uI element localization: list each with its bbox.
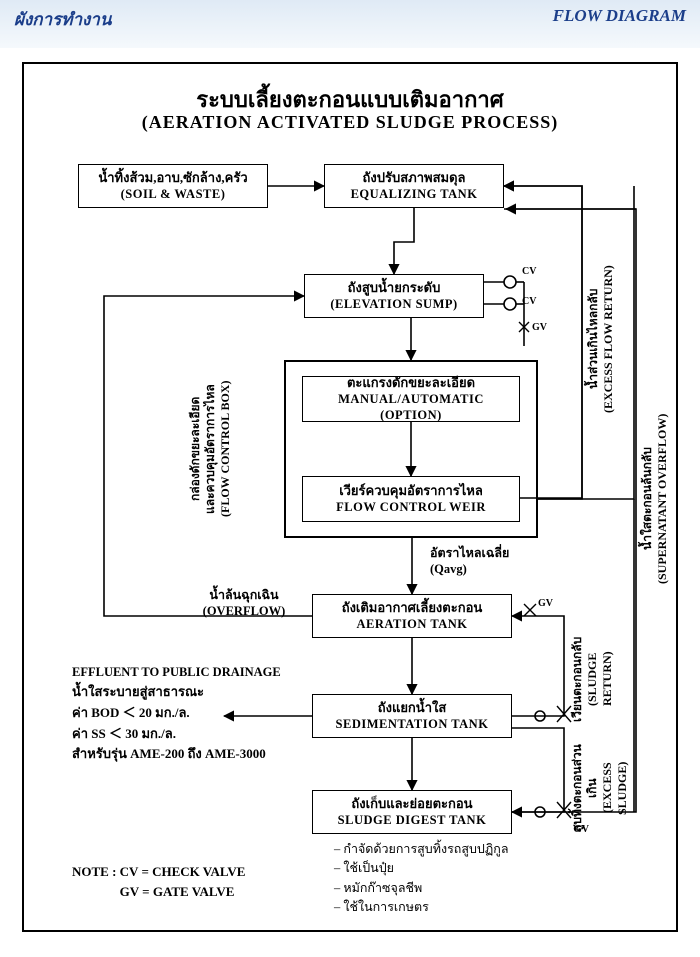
fcb-en: (FLOW CONTROL BOX) [218, 381, 232, 517]
note-block: NOTE : CV = CHECK VALVE NOTE : GV = GATE… [72, 862, 332, 901]
title-english: (AERATION ACTIVATED SLUDGE PROCESS) [24, 112, 676, 133]
node-sludge-digest-tank: ถังเก็บและย่อยตะกอน SLUDGE DIGEST TANK [312, 790, 512, 834]
disp-4: – ใช้ในการเกษตร [334, 898, 654, 917]
node-sed-en: SEDIMENTATION TANK [336, 716, 489, 732]
node-equalizing-tank: ถังปรับสภาพสมดุล EQUALIZING TANK [324, 164, 504, 208]
label-flow-control-box: กล่องดักขยะละเอียด และควบคุมอัตราการไหล … [188, 364, 233, 534]
label-excess-flow-return: น้ำส่วนเกินไหลกลับ (EXCESS FLOW RETURN) [586, 244, 616, 434]
node-manual-th: ตะแกรงดักขยะละเอียด [347, 375, 475, 392]
node-flow-control-weir: เวียร์ควบคุมอัตราการไหล FLOW CONTROL WEI… [302, 476, 520, 522]
qavg-en: (Qavg) [430, 562, 467, 576]
node-aeration-tank: ถังเติมอากาศเลี้ยงตะกอน AERATION TANK [312, 594, 512, 638]
sr-th: เวียนตะกอนกลับ [570, 636, 584, 721]
so-en: (SUPERNATANT OVERFLOW) [655, 414, 669, 584]
node-sedimentation-tank: ถังแยกน้ำใส SEDIMENTATION TANK [312, 694, 512, 738]
efr-en: (EXCESS FLOW RETURN) [601, 265, 615, 413]
node-aeration-en: AERATION TANK [356, 616, 467, 632]
fcb-th1: กล่องดักขยะละเอียด [188, 397, 202, 501]
node-weir-en: FLOW CONTROL WEIR [336, 499, 486, 515]
cv-label-2: CV [522, 296, 536, 307]
node-digest-th: ถังเก็บและย่อยตะกอน [351, 796, 472, 813]
node-digest-en: SLUDGE DIGEST TANK [338, 812, 487, 828]
so-th: น้ำใสตะกอนล้นกลับ [640, 448, 654, 551]
node-equalizing-en: EQUALIZING TANK [351, 186, 478, 202]
node-elev-th: ถังสูบน้ำยกระดับ [348, 280, 441, 297]
es-en: (EXCESS SLUDGE) [600, 761, 629, 814]
eff-line1: EFFLUENT TO PUBLIC DRAINAGE [72, 662, 322, 682]
disposal-notes: – กำจัดด้วยการสูบทิ้งรถสูบปฏิกูล – ใช้เป… [334, 840, 654, 918]
header-right: FLOW DIAGRAM [553, 6, 686, 26]
eff-line2: น้ำใสระบายสู่สาธารณะ [72, 682, 322, 703]
note-cv: CV = CHECK VALVE [120, 864, 246, 879]
label-sludge-return: เวียนตะกอนกลับ (SLUDGE RETURN) [570, 624, 615, 734]
sr-en: (SLUDGE RETURN) [585, 652, 614, 707]
diagram-board: ระบบเลี้ยงตะกอนแบบเติมอากาศ (AERATION AC… [22, 62, 678, 932]
node-manual-en: MANUAL/AUTOMATIC (OPTION) [307, 391, 515, 423]
eff-line5: สำหรับรุ่น AME-200 ถึง AME-3000 [72, 744, 322, 765]
disp-3: – หมักก๊าซจุลชีพ [334, 879, 654, 898]
disp-1: – กำจัดด้วยการสูบทิ้งรถสูบปฏิกูล [334, 840, 654, 859]
disp-2: – ใช้เป็นปุ๋ย [334, 859, 654, 878]
eff-line4: ค่า SS ＜ 30 มก./ล. [72, 724, 322, 745]
overflow-th: น้ำล้นฉุกเฉิน [209, 588, 278, 602]
eff-line3: ค่า BOD ＜ 20 มก./ล. [72, 703, 322, 724]
overflow-en: (OVERFLOW) [203, 604, 286, 618]
es-th: สูบทิ้งตะกอนส่วนเกิน [570, 744, 599, 832]
note-head: NOTE : [72, 864, 116, 879]
node-manual-automatic: ตะแกรงดักขยะละเอียด MANUAL/AUTOMATIC (OP… [302, 376, 520, 422]
label-supernatant-overflow: น้ำใสตะกอนล้นกลับ (SUPERNATANT OVERFLOW) [640, 384, 670, 614]
node-equalizing-th: ถังปรับสภาพสมดุล [363, 170, 466, 187]
label-qavg: อัตราไหลเฉลี่ย (Qavg) [430, 546, 550, 577]
node-soil-waste: น้ำทิ้งส้วม,อาบ,ซักล้าง,ครัว (SOIL & WAS… [78, 164, 268, 208]
gv-label-1: GV [532, 322, 547, 333]
label-excess-sludge: สูบทิ้งตะกอนส่วนเกิน (EXCESS SLUDGE) [570, 738, 630, 838]
label-overflow: น้ำล้นฉุกเฉิน (OVERFLOW) [184, 588, 304, 619]
node-aeration-th: ถังเติมอากาศเลี้ยงตะกอน [342, 600, 483, 617]
fcb-th2: และควบคุมอัตราการไหล [203, 384, 217, 514]
node-soil-waste-th: น้ำทิ้งส้วม,อาบ,ซักล้าง,ครัว [98, 170, 247, 187]
efr-th: น้ำส่วนเกินไหลกลับ [586, 289, 600, 389]
node-sed-th: ถังแยกน้ำใส [378, 700, 447, 717]
node-weir-th: เวียร์ควบคุมอัตราการไหล [339, 483, 483, 500]
node-soil-waste-en: (SOIL & WASTE) [121, 186, 226, 202]
note-gv: GV = GATE VALVE [120, 884, 235, 899]
gv-label-digest: GV [574, 824, 589, 835]
header-left: ผังการทำงาน [14, 6, 111, 33]
gv-label-aeration: GV [538, 598, 553, 609]
node-elevation-sump: ถังสูบน้ำยกระดับ (ELEVATION SUMP) [304, 274, 484, 318]
node-elev-en: (ELEVATION SUMP) [330, 296, 457, 312]
effluent-block: EFFLUENT TO PUBLIC DRAINAGE น้ำใสระบายสู… [72, 662, 322, 765]
cv-label-1: CV [522, 266, 536, 277]
qavg-th: อัตราไหลเฉลี่ย [430, 546, 509, 560]
